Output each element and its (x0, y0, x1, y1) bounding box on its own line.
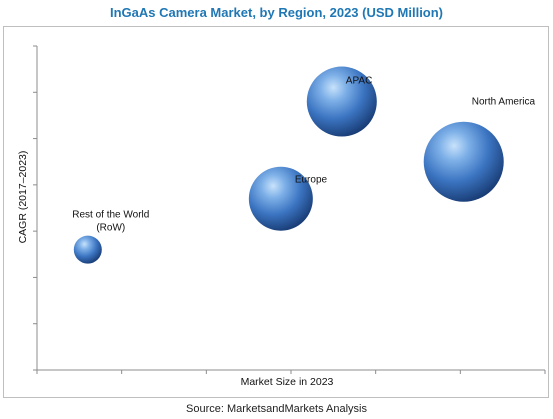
bubble-label-line: North America (472, 97, 536, 108)
bubble-label-rest-of-the-world: Rest of the World (RoW) (72, 210, 149, 234)
bubble-label-north-america: North America (472, 97, 536, 108)
bubble-north-america (423, 121, 504, 202)
bubble-apac (306, 66, 377, 137)
bubble-label-line: Rest of the World (72, 210, 149, 221)
bubble-label-europe: Europe (295, 175, 328, 186)
source-note: Source: MarketsandMarkets Analysis (186, 403, 367, 415)
x-axis-label: Market Size in 2023 (241, 376, 334, 388)
chart-title: InGaAs Camera Market, by Region, 2023 (U… (109, 5, 444, 20)
y-axis-label: CAGR (2017–2023) (17, 151, 29, 244)
bubble-label-line: APAC (346, 76, 373, 87)
chart-frame (3, 26, 549, 398)
bubble-label-line: Europe (295, 175, 328, 186)
bubble-rest-of-the-world (73, 235, 102, 264)
bubble-label-line: (RoW) (96, 223, 125, 234)
bubble-label-apac: APAC (346, 76, 373, 87)
bubble-europe (248, 166, 313, 231)
